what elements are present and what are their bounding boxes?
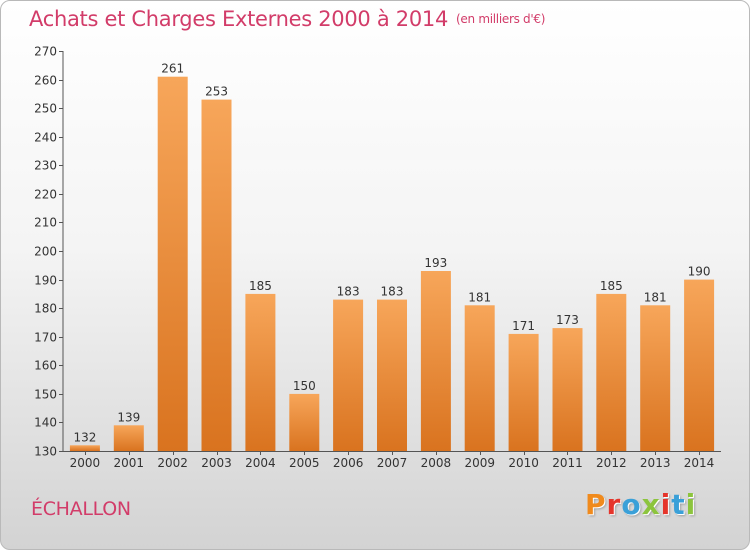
bar-2012 (596, 293, 627, 451)
x-tick-label: 2001 (114, 456, 145, 470)
bar-2004 (245, 293, 276, 451)
bar-value-label: 173 (556, 313, 579, 327)
bar-value-label: 261 (161, 62, 184, 76)
bar-value-label: 190 (688, 265, 711, 279)
logo-letter: P (585, 488, 607, 521)
bar-2010 (508, 333, 539, 451)
bar-value-label: 132 (73, 430, 96, 444)
bar-2001 (113, 425, 144, 451)
x-tick-label: 2003 (201, 456, 232, 470)
x-tick-label: 2005 (289, 456, 320, 470)
y-tick-label: 250 (34, 102, 57, 116)
x-tick-label: 2009 (464, 456, 495, 470)
x-tick-label: 2006 (333, 456, 364, 470)
y-tick-label: 150 (34, 388, 57, 402)
bar-value-label: 150 (293, 379, 316, 393)
bar-2013 (640, 305, 671, 451)
y-tick-label: 240 (34, 131, 57, 145)
x-tick-label: 2010 (508, 456, 539, 470)
bar-value-label: 139 (117, 410, 140, 424)
logo-letter: o (621, 488, 642, 521)
y-tick-label: 210 (34, 216, 57, 230)
x-tick-label: 2004 (245, 456, 276, 470)
bar-2006 (333, 299, 364, 451)
bar-value-label: 253 (205, 85, 228, 99)
x-tick-label: 2013 (640, 456, 671, 470)
chart-subtitle: (en milliers d'€) (456, 12, 546, 26)
x-axis: 2000 2001 2002 2003 2004 2005 2006 2007 2008 2009… (63, 451, 721, 470)
proxiti-logo: Proxiti (585, 488, 696, 521)
y-tick-label: 180 (34, 302, 57, 316)
y-tick-label: 140 (34, 416, 57, 430)
bar-2008 (420, 271, 451, 451)
logo-letter: i (660, 488, 672, 521)
chart-title-text: Achats et Charges Externes 2000 à 2014 (29, 7, 449, 31)
logo-letter: t (671, 488, 686, 521)
bar-value-label: 171 (512, 319, 535, 333)
bar-2011 (552, 328, 583, 451)
bar-value-label: 185 (249, 279, 272, 293)
bar-2000 (69, 445, 100, 451)
y-tick-label: 190 (34, 274, 57, 288)
y-tick-label: 170 (34, 331, 57, 345)
logo-letter: r (606, 488, 622, 521)
bar-value-label: 181 (644, 290, 667, 304)
x-tick-label: 2008 (421, 456, 452, 470)
y-tick-label: 160 (34, 359, 57, 373)
y-tick-label: 200 (34, 245, 57, 259)
y-tick-label: 260 (34, 74, 57, 88)
bars: 132 139 261 253 185 150 183 183 193 181 171 173 185 1… (69, 62, 715, 451)
bar-value-label: 181 (468, 290, 491, 304)
y-tick-label: 230 (34, 159, 57, 173)
bar-2003 (201, 99, 232, 451)
y-axis: 130 140 150 160 170 180 190 200 210 220 230 240 250 2… (34, 45, 64, 459)
bar-2005 (289, 393, 320, 451)
bar-2002 (157, 76, 188, 451)
bar-2014 (684, 279, 715, 451)
x-tick-label: 2000 (70, 456, 101, 470)
bar-2007 (377, 299, 407, 451)
x-tick-label: 2011 (552, 456, 583, 470)
x-tick-label: 2002 (157, 456, 188, 470)
bar-2009 (464, 305, 495, 451)
commune-name: ÉCHALLON (31, 498, 131, 520)
bar-value-label: 183 (337, 285, 360, 299)
logo-letter: x (641, 488, 661, 521)
y-tick-label: 130 (34, 445, 57, 459)
bar-value-label: 185 (600, 279, 623, 293)
logo-letter: i (685, 488, 697, 521)
bar-value-label: 183 (381, 285, 404, 299)
x-tick-label: 2014 (684, 456, 715, 470)
x-tick-label: 2012 (596, 456, 627, 470)
y-tick-label: 270 (34, 45, 57, 59)
chart-title: Achats et Charges Externes 2000 à 2014 (e… (29, 7, 545, 31)
x-tick-label: 2007 (377, 456, 408, 470)
bar-value-label: 193 (424, 256, 447, 270)
y-tick-label: 220 (34, 188, 57, 202)
